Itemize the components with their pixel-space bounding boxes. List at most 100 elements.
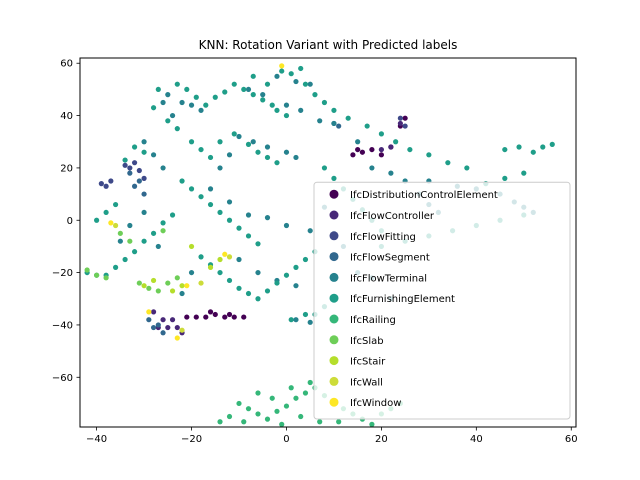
point-4-48 [317,118,323,124]
point-10-1 [146,309,152,315]
point-4-3 [198,107,204,113]
point-6-3 [264,416,271,422]
point-4-13 [293,154,299,161]
x-tick-label-2: 0 [283,434,289,445]
point-5-61 [293,264,299,270]
legend-box [313,181,571,420]
point-5-38 [141,238,147,244]
point-5-73 [521,170,527,176]
point-5-2 [184,86,190,93]
point-5-20 [217,139,223,145]
point-10-3 [184,283,190,289]
point-4-0 [165,92,171,98]
point-7-0 [84,267,90,273]
point-2-3 [131,160,138,166]
point-1-2 [165,324,171,331]
point-0-7 [350,152,356,158]
point-4-21 [307,228,313,234]
point-9-1 [179,327,185,333]
point-2-1 [108,178,114,184]
point-4-42 [293,78,299,85]
x-tick-label-4: 40 [470,434,483,445]
point-6-2 [255,411,261,417]
point-4-50 [355,139,361,145]
legend-label-10: IfcWindow [350,398,401,409]
point-5-23 [255,149,261,155]
point-5-18 [198,146,204,153]
point-5-83 [393,139,399,145]
legend-label-9: IfcWall [350,377,383,388]
point-5-80 [445,160,451,166]
point-5-9 [250,92,256,98]
point-4-26 [188,269,195,276]
point-5-4 [203,102,209,108]
point-10-0 [108,220,114,226]
point-3-0 [127,170,133,176]
point-5-95 [250,73,256,79]
point-3-2 [141,191,147,197]
point-6-6 [293,395,299,401]
point-3-9 [155,322,161,328]
point-5-34 [255,241,261,247]
legend-marker-4 [329,272,339,282]
point-5-97 [331,175,337,181]
point-5-14 [150,105,157,111]
point-7-3 [136,280,142,286]
x-tick-label-5: 60 [565,434,578,445]
point-0-16 [226,311,233,318]
point-5-39 [131,249,138,255]
legend-marker-10 [329,397,339,407]
legend-label-1: IfcFlowController [350,211,435,222]
point-4-43 [274,73,280,79]
point-7-9 [117,230,123,236]
point-2-5 [141,175,147,181]
point-4-12 [283,149,290,155]
legend-marker-5 [329,293,339,303]
point-5-77 [516,144,522,150]
point-4-44 [245,86,252,93]
point-5-76 [549,141,555,147]
point-4-19 [264,215,271,221]
point-4-28 [117,238,123,244]
point-5-5 [212,94,218,100]
point-6-18 [269,395,275,401]
point-9-3 [226,254,233,260]
point-3-8 [136,178,142,184]
point-0-0 [193,314,199,320]
point-5-107 [288,317,294,323]
point-8-6 [188,243,195,250]
point-5-3 [193,94,199,100]
point-4-22 [236,256,242,263]
point-5-58 [264,288,271,294]
point-5-40 [122,256,128,263]
point-7-10 [160,228,166,234]
point-5-81 [426,152,432,158]
point-5-55 [236,285,242,291]
y-tick-label-2: −20 [52,268,73,279]
point-5-86 [345,115,351,121]
point-5-22 [245,141,252,147]
point-7-6 [165,280,171,286]
point-5-12 [274,107,280,113]
y-tick-label-0: −60 [52,373,73,384]
point-1-7 [397,120,403,127]
x-tick-label-3: 20 [375,434,388,445]
point-8-0 [141,283,147,289]
point-4-14 [226,152,233,158]
point-4-25 [293,283,299,289]
point-2-7 [402,123,408,129]
point-5-82 [407,146,413,153]
legend-marker-7 [329,335,339,345]
point-5-94 [264,81,271,87]
point-4-15 [217,165,223,171]
point-5-60 [283,272,290,278]
point-5-7 [231,81,237,87]
legend-label-5: IfcFurnishingElement [350,294,455,305]
y-tick-label-5: 40 [60,111,73,122]
point-7-7 [174,275,180,281]
point-6-19 [288,385,294,391]
y-tick-label-6: 60 [60,59,73,70]
point-0-11 [355,146,361,153]
point-5-53 [217,269,223,276]
legend-marker-1 [329,210,339,220]
